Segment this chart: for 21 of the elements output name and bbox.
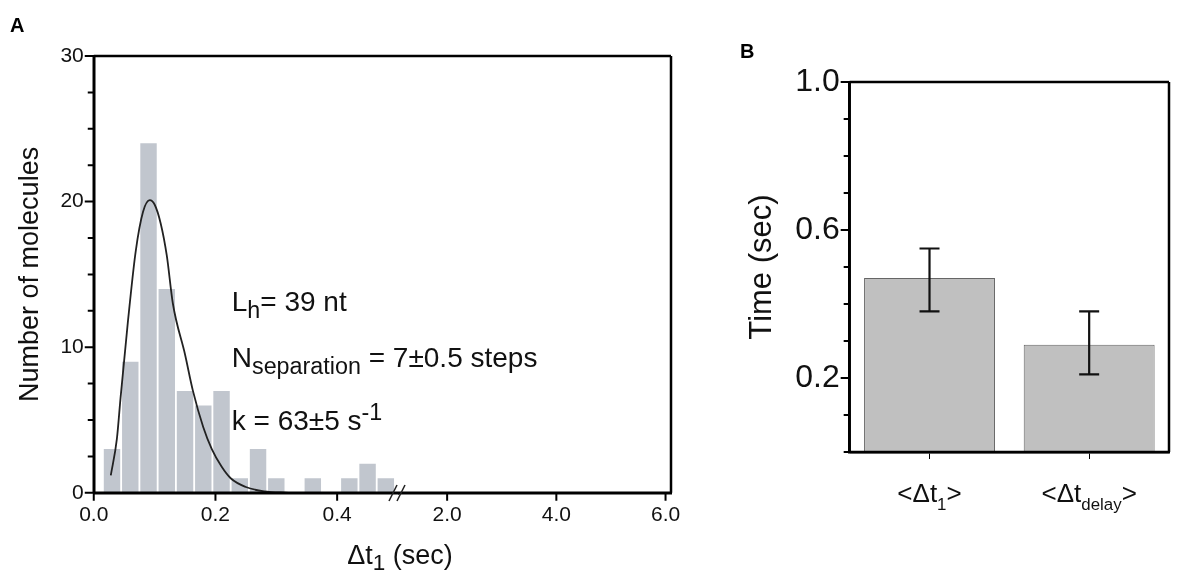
x-tick-label: 0.2 <box>200 502 231 526</box>
y-tick-label: 0.6 <box>795 209 840 246</box>
x-tick-label: 6.0 <box>650 502 681 526</box>
annotation: k = 63±5 s$^{-1}$ <box>231 399 383 437</box>
x-tick-label: 2.0 <box>432 502 462 526</box>
y-tick-label: 20 <box>60 188 84 212</box>
annotation: N$_{separation}$ = 7±0.5 steps <box>231 342 538 379</box>
y-tick-label: 0 <box>72 479 84 503</box>
x-tick-label: 0.4 <box>322 502 353 526</box>
x-tick-label: 0.0 <box>79 502 109 526</box>
y-axis-title: Number of molecules <box>13 146 44 402</box>
chart-title: A <box>10 13 25 36</box>
annotation: L$_{h}$= 39 nt <box>231 285 347 323</box>
y-tick-label: 30 <box>60 42 84 66</box>
y-tick-label: 1.0 <box>795 61 840 98</box>
y-tick-label: 0.2 <box>795 357 840 394</box>
x-axis-title: Δt$_{1}$ (sec) <box>347 540 453 577</box>
chart-title: B <box>740 39 755 62</box>
y-axis-title: Time (sec) <box>743 194 779 340</box>
x-tick-label: 4.0 <box>541 502 571 526</box>
y-tick-label: 10 <box>60 334 84 357</box>
